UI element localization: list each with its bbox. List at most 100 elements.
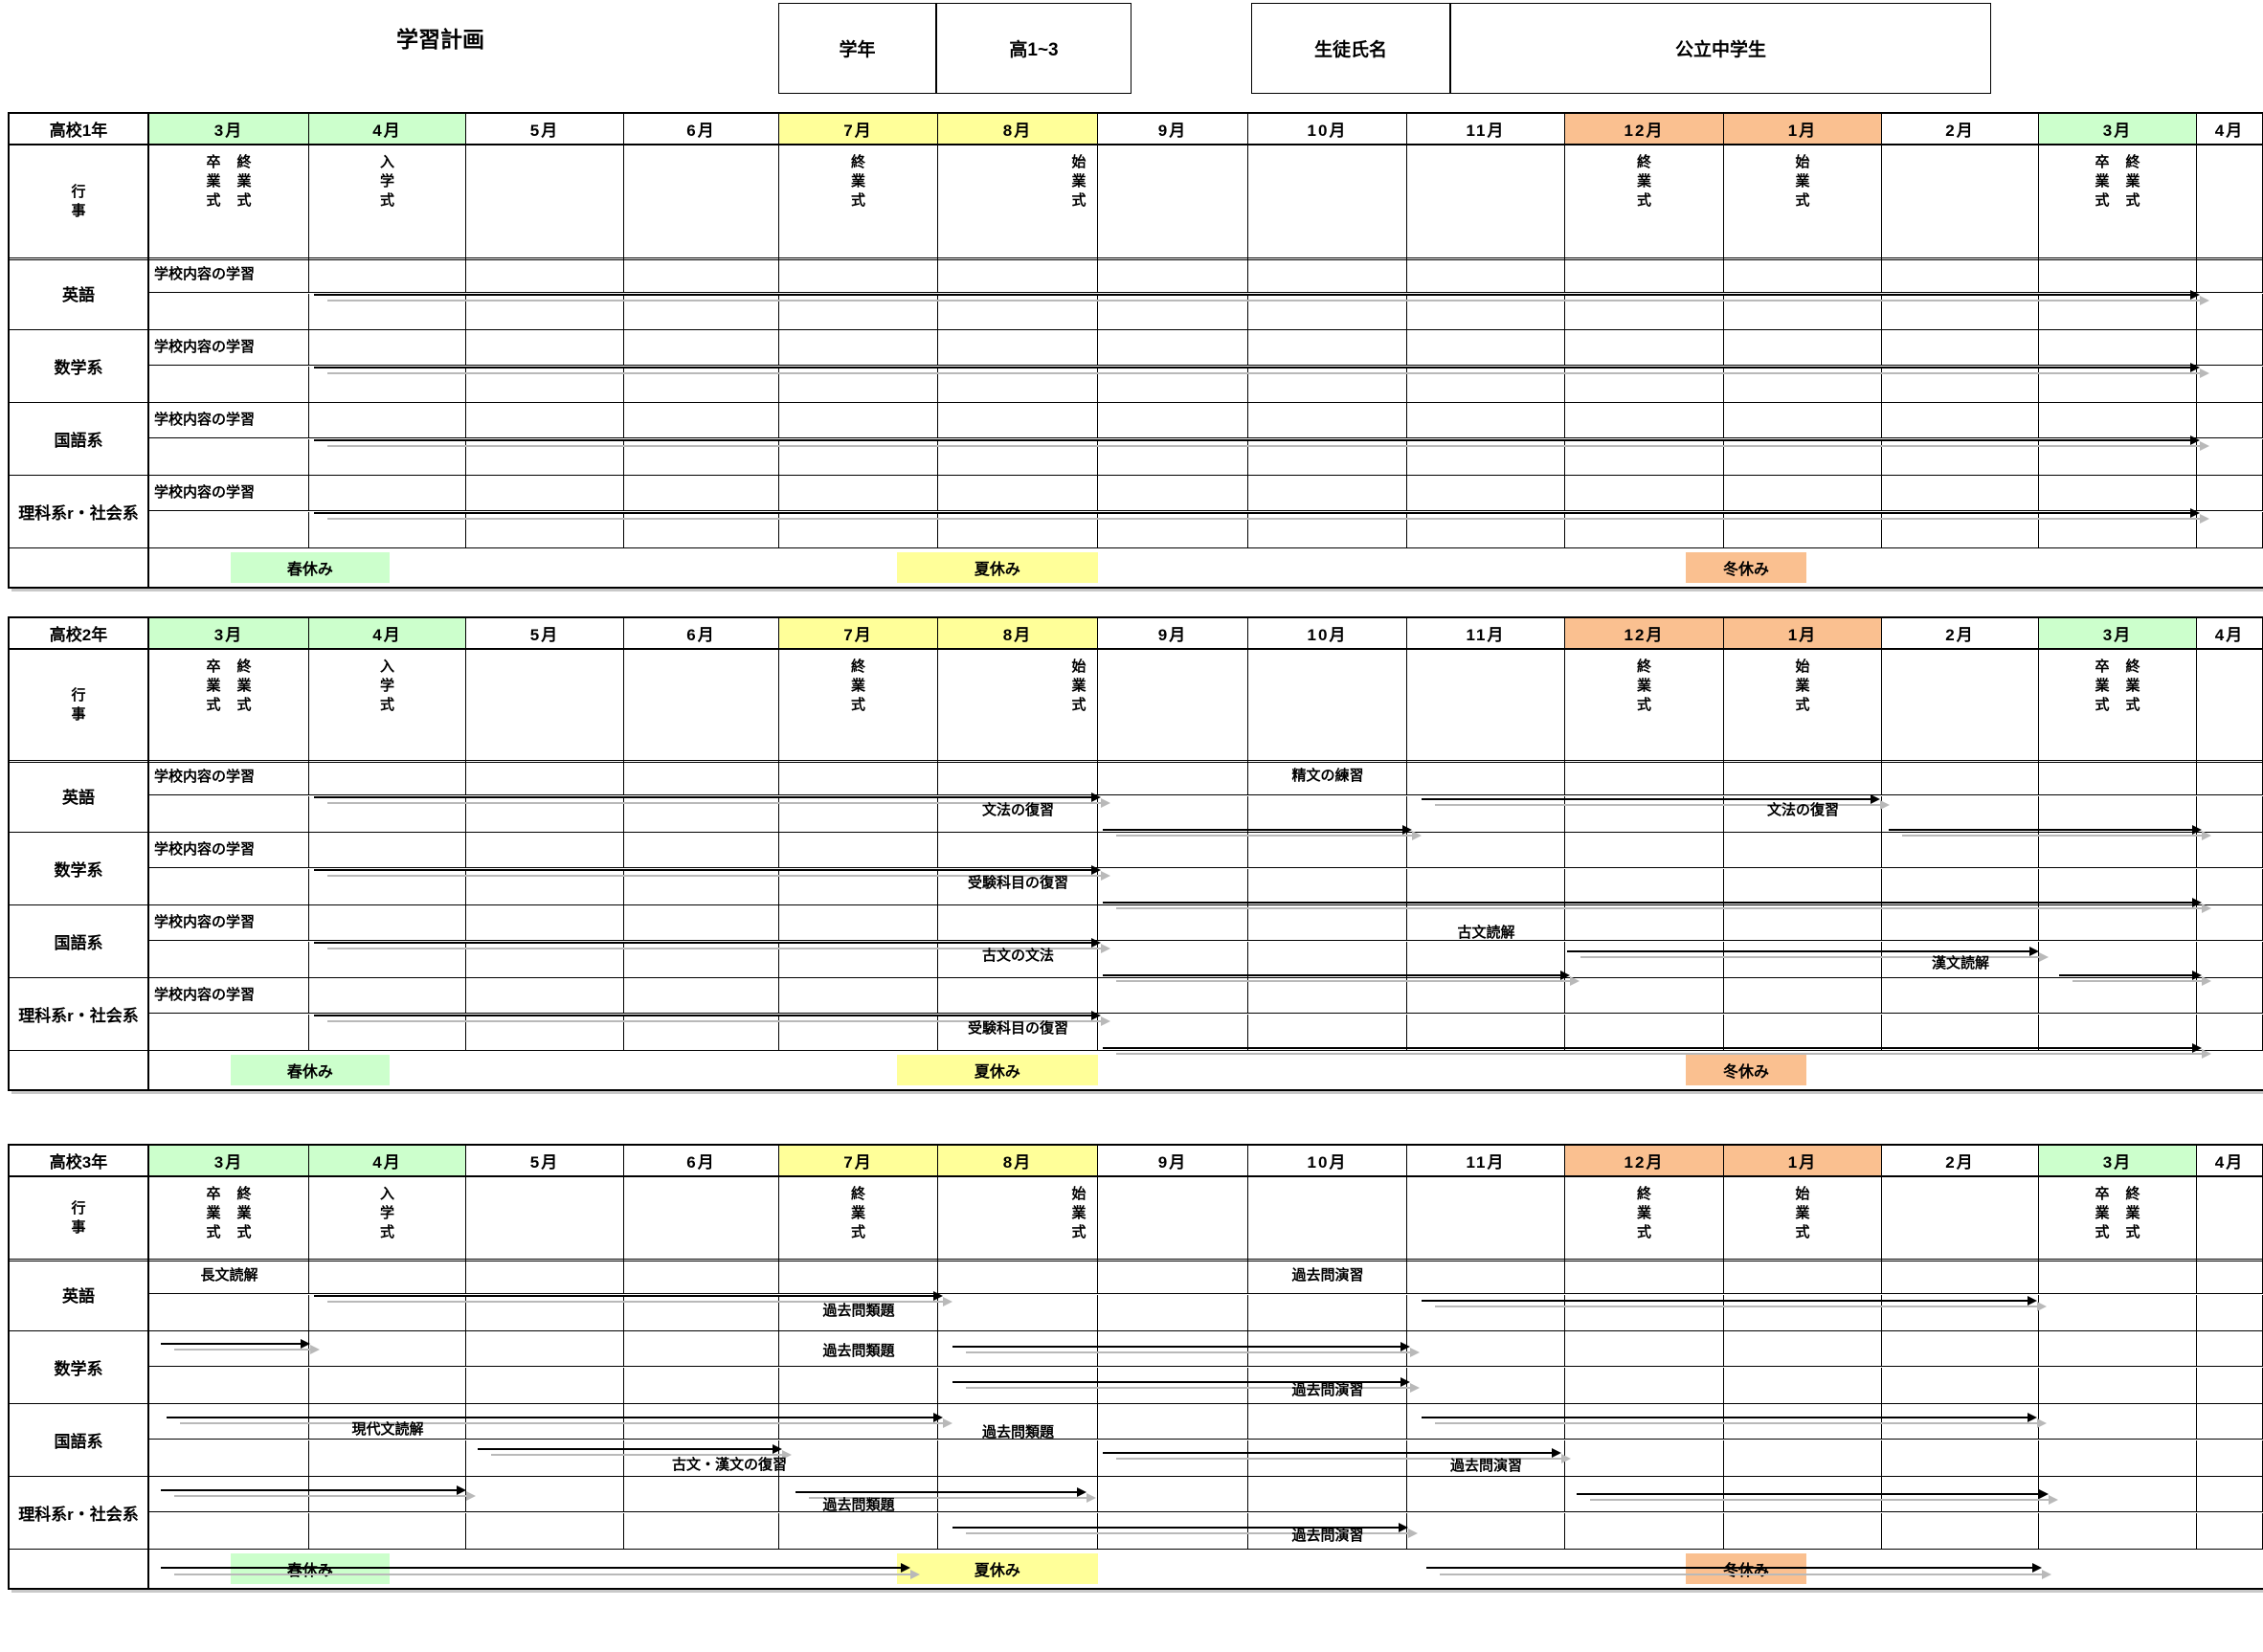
grid-cell xyxy=(624,905,779,941)
arrowhead-icon xyxy=(301,1339,311,1349)
event-cell xyxy=(2197,145,2263,257)
month-header-cell: 6月 xyxy=(624,1146,779,1177)
event-cell xyxy=(1098,650,1248,760)
schedule-arrow xyxy=(313,290,2201,300)
event-text: 始業式 xyxy=(1795,1186,1810,1240)
schedule-arrow xyxy=(2059,971,2202,980)
grid-cell xyxy=(309,942,466,978)
subject-task-label: 学校内容の学習 xyxy=(154,266,256,282)
subject-label: 国語系 xyxy=(10,905,149,977)
schedule-arrow-shadow xyxy=(326,441,2210,451)
grid-cell xyxy=(466,1368,624,1404)
event-cell: 終業式 xyxy=(1565,650,1724,760)
grid-cell xyxy=(1098,978,1248,1014)
month-header-cell: 4月 xyxy=(2197,618,2263,650)
grid-cell xyxy=(1882,1295,2039,1331)
grade-label-cell: 学年 xyxy=(778,3,936,94)
schedule-arrow xyxy=(1102,1448,1562,1458)
grid-cell xyxy=(2197,1368,2263,1404)
arrowhead-icon xyxy=(1411,831,1422,840)
grid-cell xyxy=(938,905,1098,941)
grid-cell xyxy=(779,330,938,366)
grid-cell xyxy=(779,1015,938,1051)
grid-cell xyxy=(938,1477,1098,1512)
grid-cell xyxy=(2039,403,2197,438)
grid-cell xyxy=(1248,760,1407,795)
break-row-label-cell xyxy=(10,1550,149,1588)
grid-cell xyxy=(938,1368,1098,1404)
grid-cell xyxy=(1565,1440,1724,1477)
grid-cell xyxy=(779,367,938,403)
schedule-arrow-shadow xyxy=(326,944,1110,953)
break-row: 春休み 夏休み 冬休み xyxy=(10,1550,2263,1588)
schedule-arrow-shadow xyxy=(1115,904,2211,913)
event-cell: 終業式 xyxy=(779,145,938,257)
schedule-arrow-shadow xyxy=(1589,1495,2058,1505)
grid-cell xyxy=(466,869,624,905)
grid-cell xyxy=(2039,1368,2197,1404)
grid-cell xyxy=(938,978,1098,1014)
schedule-arrow-shadow xyxy=(173,1491,476,1501)
grid-cell xyxy=(1407,1259,1565,1294)
grid-cell xyxy=(1098,760,1248,795)
arrowhead-icon xyxy=(1100,798,1110,808)
grid-cell xyxy=(2197,1015,2263,1051)
arrowhead-icon xyxy=(1090,865,1101,875)
subject-task-label: 学校内容の学習 xyxy=(154,914,256,930)
grid-cell xyxy=(1565,1368,1724,1404)
event-cell xyxy=(1882,145,2039,257)
arrowhead-icon xyxy=(2200,296,2210,305)
grid-cell xyxy=(624,439,779,476)
annotation-text: 文法の復習 xyxy=(1766,802,1839,818)
grid-cell xyxy=(2197,1331,2263,1367)
page-title: 学習計画 xyxy=(396,27,484,52)
grid-cell xyxy=(624,403,779,438)
event-text: 終業式 xyxy=(236,659,252,713)
grid-cell xyxy=(1724,1259,1882,1294)
grid-cell xyxy=(1407,512,1565,548)
grid-cell xyxy=(779,294,938,330)
student-name-value-cell[interactable]: 公立中学生 xyxy=(1450,3,1991,94)
schedule-arrow-shadow xyxy=(1439,1570,2052,1579)
grid-cell xyxy=(1882,1513,2039,1550)
grid-cell xyxy=(938,1440,1098,1477)
event-text: 始業式 xyxy=(1071,1186,1087,1240)
subject-block: 数学系 過去問類題 過去問演習 xyxy=(10,1331,2263,1404)
grid-cell xyxy=(309,439,466,476)
grid-cell xyxy=(779,439,938,476)
grid-cell xyxy=(1882,796,2039,833)
events-row: 行事 卒業式 終業式 入学式 終業式 始業式 終業式 始業式 卒業式 終業式 xyxy=(10,145,2263,260)
grid-cell xyxy=(309,512,466,548)
grid-cell xyxy=(1407,760,1565,795)
arrowhead-icon xyxy=(1400,1342,1410,1351)
grid-cell xyxy=(779,942,938,978)
grid-cell xyxy=(1565,439,1724,476)
grid-cell xyxy=(309,1404,466,1440)
grid-cell xyxy=(149,403,309,438)
grid-cell xyxy=(1407,257,1565,293)
events-row: 行事 卒業式 終業式 入学式 終業式 始業式 終業式 始業式 卒業式 終業式 xyxy=(10,650,2263,763)
schedule-arrow xyxy=(313,508,2201,518)
events-row: 行事 卒業式 終業式 入学式 終業式 始業式 終業式 始業式 卒業式 終業式 xyxy=(10,1177,2263,1261)
month-header-cell: 2月 xyxy=(1882,1146,2039,1177)
grid-cell xyxy=(466,330,624,366)
event-text: 卒業式 xyxy=(206,1186,221,1240)
grid-cell xyxy=(309,796,466,833)
grade-value-cell[interactable]: 高1~3 xyxy=(936,3,1132,94)
grid-cell xyxy=(1248,512,1407,548)
grid-cell xyxy=(2039,833,2197,868)
arrowhead-icon xyxy=(901,1563,911,1573)
event-cell: 卒業式 終業式 xyxy=(2039,1177,2197,1259)
grid-cell xyxy=(309,1440,466,1477)
grid-cell xyxy=(624,1404,779,1440)
schedule-arrow-shadow xyxy=(2073,976,2211,986)
year-label: 高校3年 xyxy=(10,1146,149,1177)
grid-cell xyxy=(1565,1015,1724,1051)
month-header-cell: 1月 xyxy=(1724,1146,1882,1177)
month-header-cell: 6月 xyxy=(624,114,779,145)
subject-label: 数学系 xyxy=(10,1331,149,1403)
grid-cell xyxy=(779,476,938,511)
event-text: 終業式 xyxy=(1636,154,1651,209)
grid-cell xyxy=(149,1477,309,1512)
grid-cell xyxy=(624,760,779,795)
